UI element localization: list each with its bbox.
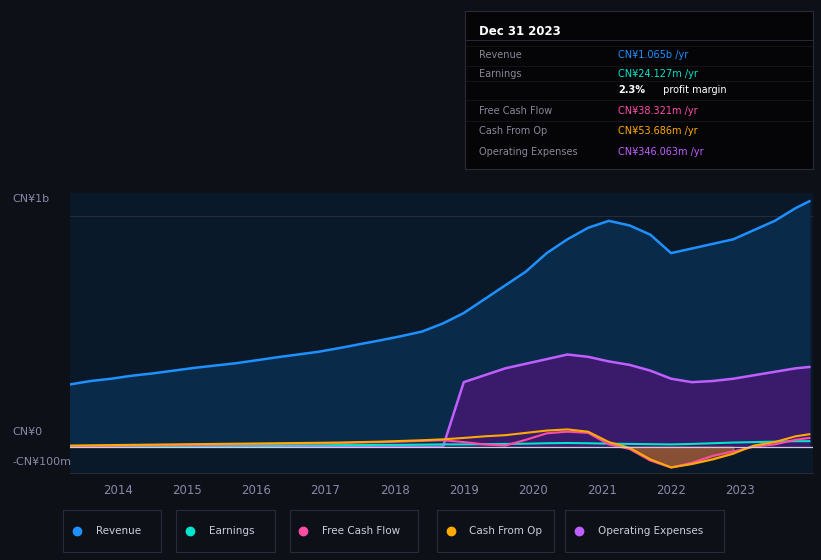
Text: Revenue: Revenue <box>479 50 521 60</box>
Text: Earnings: Earnings <box>209 526 255 535</box>
FancyBboxPatch shape <box>63 510 161 552</box>
Text: Earnings: Earnings <box>479 69 521 80</box>
Text: Dec 31 2023: Dec 31 2023 <box>479 25 561 39</box>
Text: Free Cash Flow: Free Cash Flow <box>479 106 552 116</box>
Text: -CN¥100m: -CN¥100m <box>12 457 71 467</box>
Text: Cash From Op: Cash From Op <box>479 126 547 136</box>
Text: Operating Expenses: Operating Expenses <box>479 147 577 157</box>
Text: Cash From Op: Cash From Op <box>470 526 543 535</box>
FancyBboxPatch shape <box>566 510 724 552</box>
Text: profit margin: profit margin <box>659 85 727 95</box>
Text: CN¥24.127m /yr: CN¥24.127m /yr <box>618 69 698 80</box>
FancyBboxPatch shape <box>437 510 554 552</box>
Text: Revenue: Revenue <box>95 526 140 535</box>
Text: CN¥1.065b /yr: CN¥1.065b /yr <box>618 50 688 60</box>
FancyBboxPatch shape <box>290 510 418 552</box>
Text: CN¥346.063m /yr: CN¥346.063m /yr <box>618 147 704 157</box>
Text: CN¥1b: CN¥1b <box>12 194 49 204</box>
Text: Free Cash Flow: Free Cash Flow <box>322 526 401 535</box>
Text: CN¥38.321m /yr: CN¥38.321m /yr <box>618 106 698 116</box>
Text: CN¥0: CN¥0 <box>12 427 43 437</box>
Text: 2.3%: 2.3% <box>618 85 644 95</box>
Text: CN¥53.686m /yr: CN¥53.686m /yr <box>618 126 698 136</box>
FancyBboxPatch shape <box>177 510 274 552</box>
Text: Operating Expenses: Operating Expenses <box>598 526 703 535</box>
